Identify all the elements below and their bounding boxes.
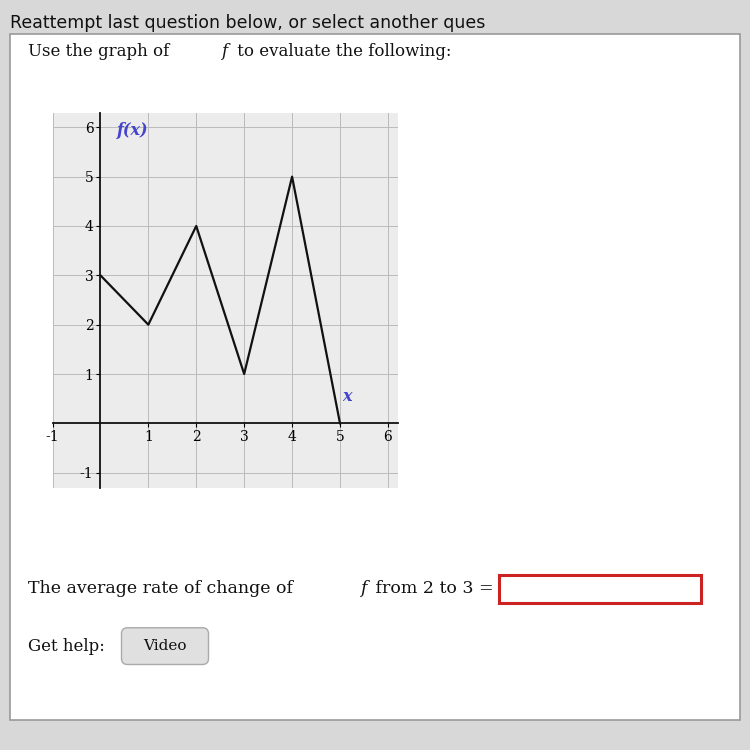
Text: Reattempt last question below, or select another ques: Reattempt last question below, or select… [10,13,485,32]
Text: to evaluate the following:: to evaluate the following: [232,44,452,61]
Text: Video: Video [143,639,187,652]
FancyBboxPatch shape [499,574,701,603]
Text: from 2 to 3 =: from 2 to 3 = [370,580,494,597]
Text: f(x): f(x) [117,122,148,139]
FancyBboxPatch shape [10,34,740,720]
Text: Get help:: Get help: [28,638,105,655]
Text: f: f [360,580,366,597]
Text: f: f [221,44,227,61]
Text: x: x [343,388,352,405]
FancyBboxPatch shape [122,628,208,664]
Text: The average rate of change of: The average rate of change of [28,580,299,597]
Text: Use the graph of: Use the graph of [28,44,175,61]
